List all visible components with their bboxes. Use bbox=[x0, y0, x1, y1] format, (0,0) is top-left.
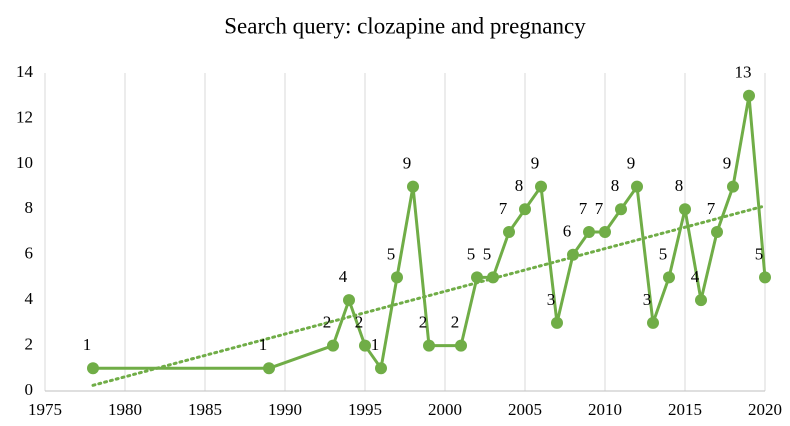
point bbox=[407, 180, 419, 193]
point bbox=[583, 226, 595, 238]
y-tick-label: 12 bbox=[16, 107, 33, 126]
data-label: 1 bbox=[83, 335, 92, 354]
y-tick-label: 6 bbox=[25, 244, 34, 263]
y-tick-label: 2 bbox=[25, 334, 34, 353]
point bbox=[615, 203, 627, 216]
x-tick-label: 2000 bbox=[428, 400, 462, 419]
point bbox=[727, 180, 739, 193]
data-label: 7 bbox=[707, 199, 716, 218]
x-tick-label: 2020 bbox=[748, 400, 782, 419]
point bbox=[743, 89, 755, 102]
x-tick-label: 1990 bbox=[268, 400, 302, 419]
data-label: 2 bbox=[323, 312, 332, 331]
point bbox=[567, 248, 579, 261]
point bbox=[87, 362, 99, 375]
point bbox=[711, 226, 723, 238]
data-label: 4 bbox=[691, 267, 700, 286]
point bbox=[423, 339, 435, 352]
point bbox=[679, 203, 691, 216]
data-label: 5 bbox=[387, 244, 396, 263]
data-label: 13 bbox=[735, 63, 752, 82]
point bbox=[759, 271, 771, 284]
point bbox=[663, 271, 675, 284]
y-tick-label: 14 bbox=[16, 62, 34, 81]
chart-title: Search query: clozapine and pregnancy bbox=[224, 13, 586, 38]
point bbox=[327, 339, 339, 352]
point bbox=[503, 226, 515, 238]
y-tick-label: 8 bbox=[25, 198, 34, 217]
point bbox=[551, 316, 563, 329]
point bbox=[535, 180, 547, 193]
data-label: 7 bbox=[595, 199, 604, 218]
data-label: 1 bbox=[259, 335, 268, 354]
data-label: 9 bbox=[531, 153, 540, 172]
data-label: 5 bbox=[659, 244, 668, 263]
data-label: 3 bbox=[547, 290, 556, 309]
y-tick-label: 0 bbox=[25, 380, 34, 399]
data-label: 5 bbox=[755, 244, 764, 263]
point bbox=[343, 294, 355, 307]
x-tick-label: 2010 bbox=[588, 400, 622, 419]
data-label: 5 bbox=[467, 244, 476, 263]
x-tick-label: 2005 bbox=[508, 400, 542, 419]
data-label: 5 bbox=[483, 244, 492, 263]
point bbox=[631, 180, 643, 193]
data-label: 2 bbox=[451, 312, 460, 331]
data-label: 8 bbox=[675, 176, 684, 195]
point bbox=[375, 362, 387, 375]
point bbox=[519, 203, 531, 216]
data-label: 8 bbox=[515, 176, 524, 195]
data-label: 9 bbox=[627, 153, 636, 172]
y-tick-label: 10 bbox=[16, 153, 33, 172]
x-tick-label: 1980 bbox=[108, 400, 142, 419]
data-label: 1 bbox=[371, 335, 380, 354]
data-label: 6 bbox=[563, 222, 572, 241]
data-label: 3 bbox=[643, 290, 652, 309]
data-label: 7 bbox=[499, 199, 508, 218]
data-label: 2 bbox=[419, 312, 428, 331]
x-tick-label: 1995 bbox=[348, 400, 382, 419]
y-tick-label: 4 bbox=[25, 289, 34, 308]
point bbox=[487, 271, 499, 284]
point bbox=[455, 339, 467, 352]
point bbox=[471, 271, 483, 284]
point bbox=[647, 316, 659, 329]
data-label: 8 bbox=[611, 176, 620, 195]
data-label: 2 bbox=[355, 312, 364, 331]
x-tick-label: 1985 bbox=[188, 400, 222, 419]
data-label: 9 bbox=[403, 153, 412, 172]
point bbox=[695, 294, 707, 307]
trend-line bbox=[91, 204, 767, 387]
point bbox=[599, 226, 611, 238]
point bbox=[359, 339, 371, 352]
x-tick-label: 2015 bbox=[668, 400, 702, 419]
data-label: 7 bbox=[579, 199, 588, 218]
point bbox=[391, 271, 403, 284]
x-tick-label: 1975 bbox=[28, 400, 62, 419]
data-label: 4 bbox=[339, 267, 348, 286]
point bbox=[263, 362, 275, 375]
data-label: 9 bbox=[723, 153, 732, 172]
